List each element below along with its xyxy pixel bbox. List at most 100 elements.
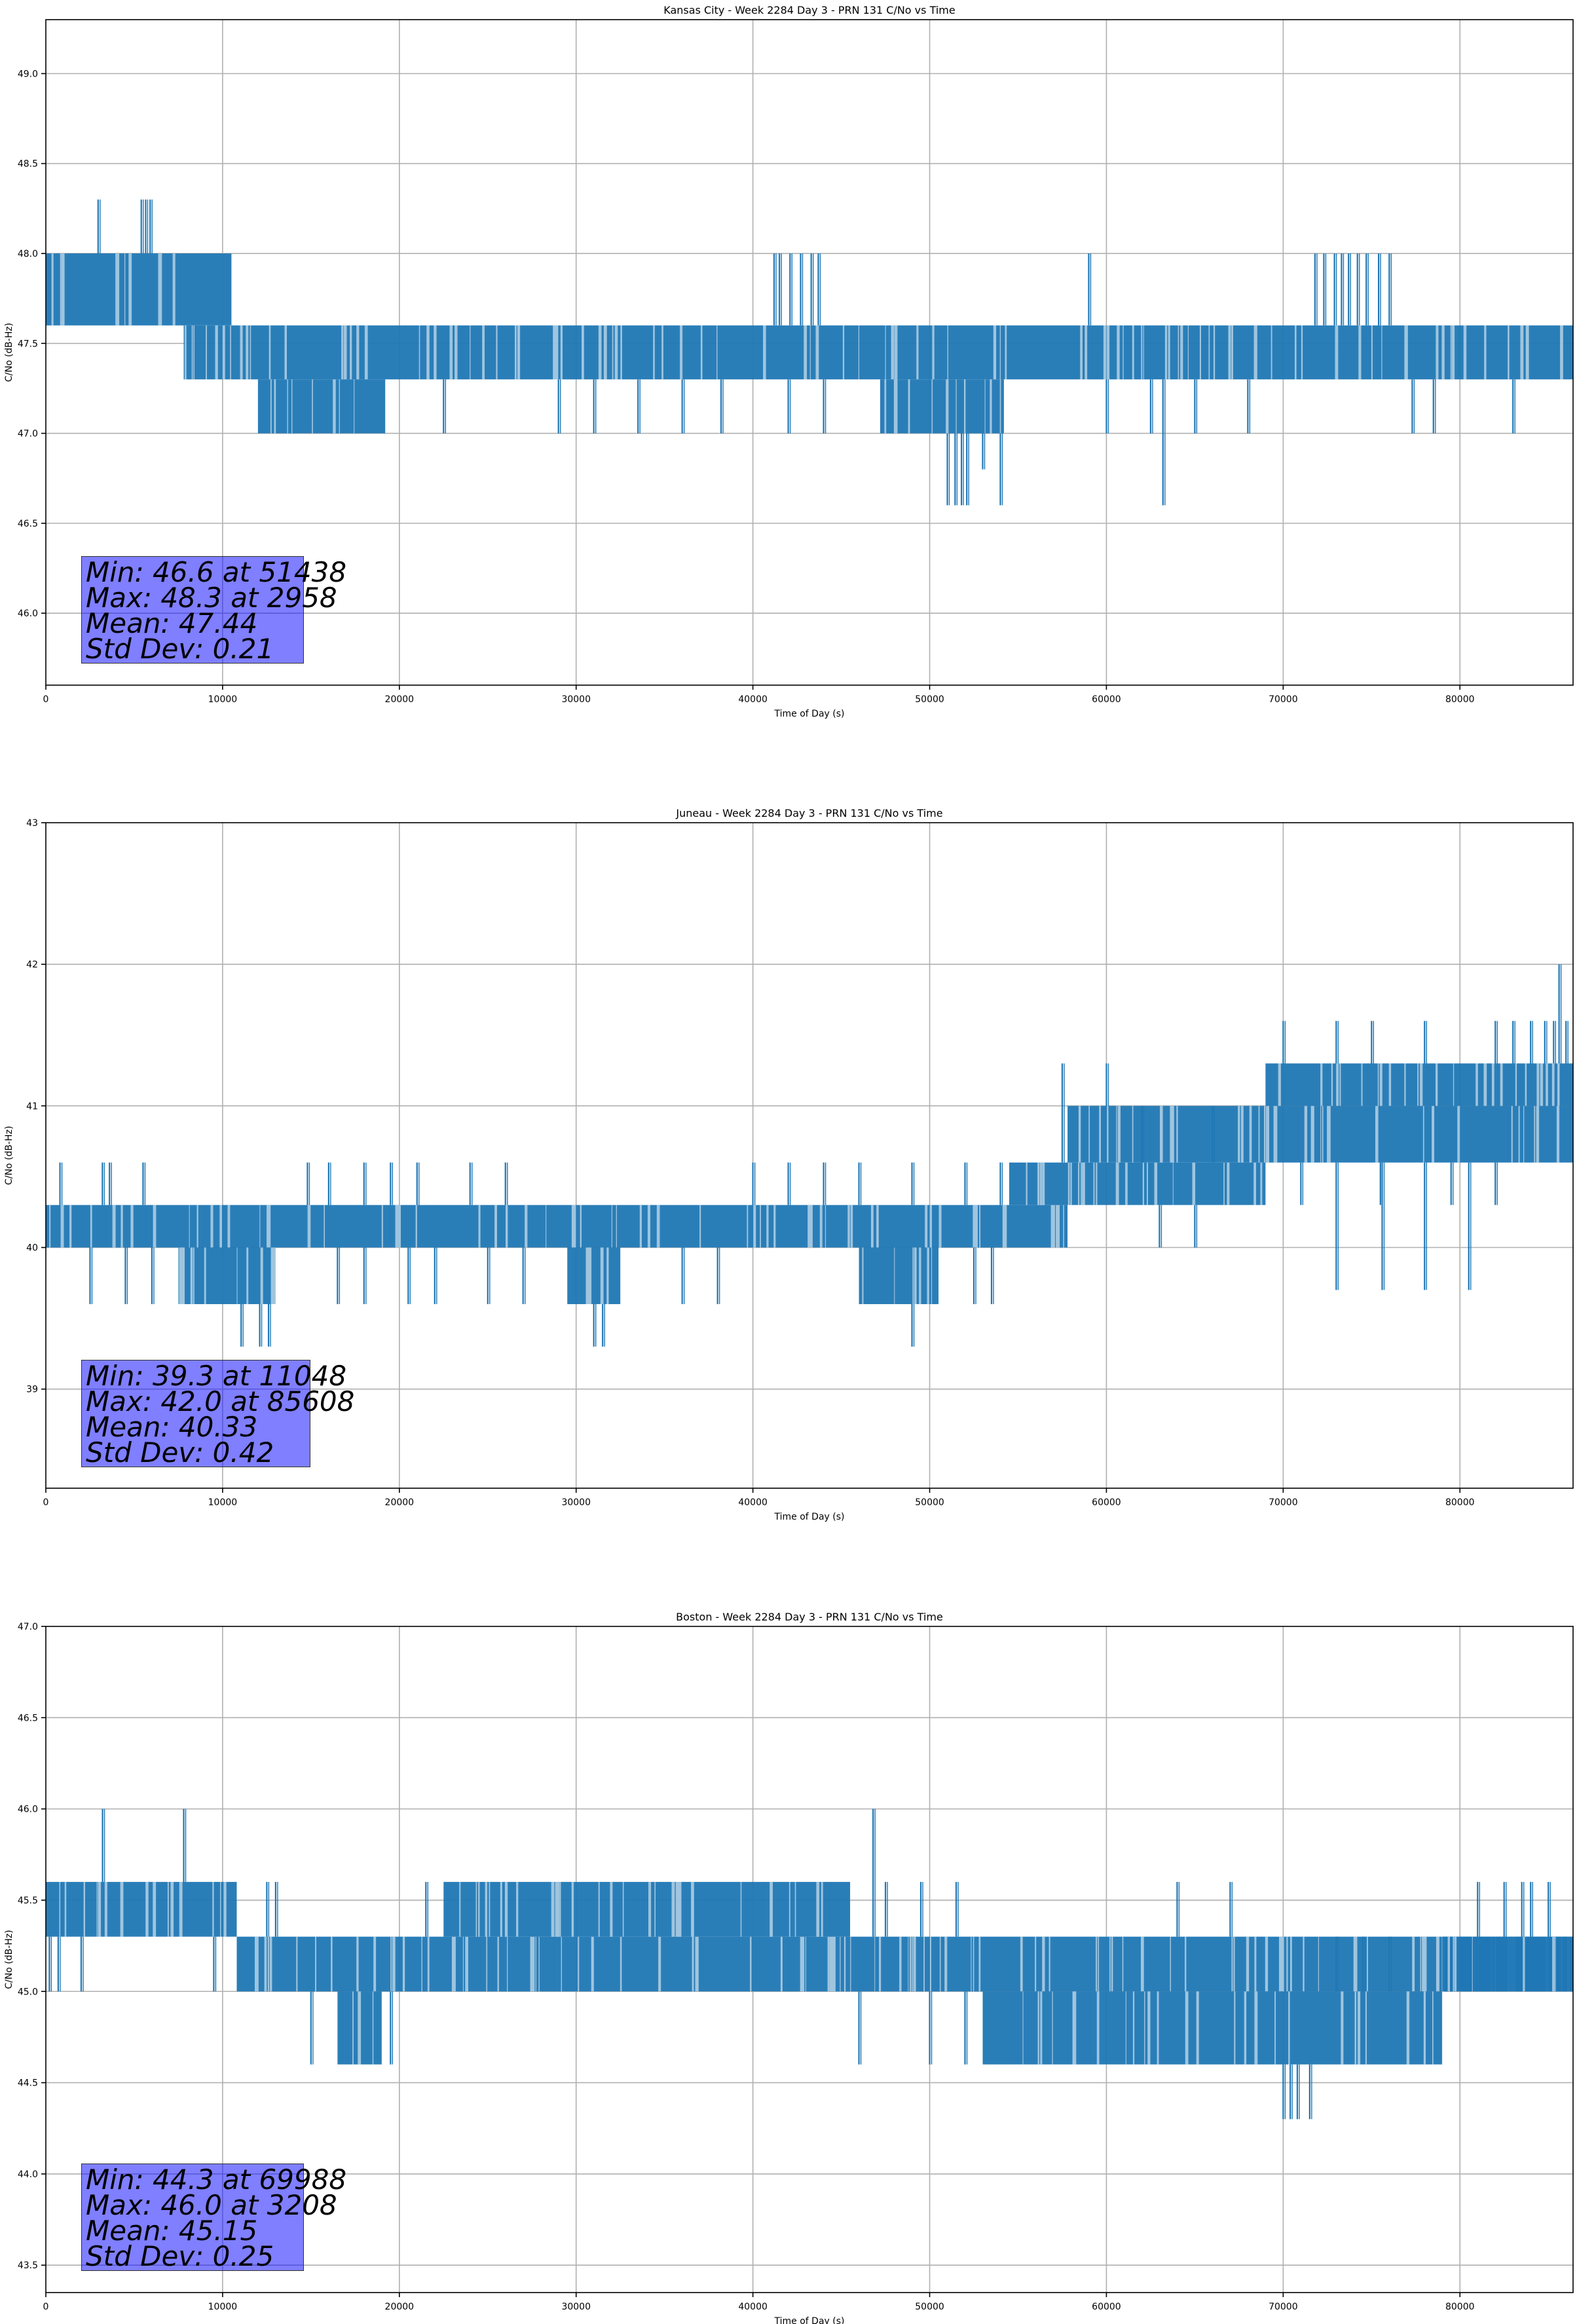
y-tick-label: 47.0 — [18, 429, 38, 440]
y-tick-label: 43.5 — [18, 2260, 38, 2271]
x-tick-label: 40000 — [738, 1497, 768, 1508]
x-tick-label: 60000 — [1092, 694, 1121, 705]
band-gap-texture — [585, 1247, 609, 1304]
band-gap-texture — [49, 1205, 1064, 1248]
stats-std-dev: Std Dev: 0.25 — [86, 2240, 274, 2272]
x-tick-label: 70000 — [1269, 1497, 1298, 1508]
x-tick-label: 10000 — [208, 2302, 238, 2312]
band-gap-texture — [1026, 1162, 1263, 1205]
signal-band — [1009, 1162, 1266, 1205]
stats-max: Max: 48.3 at 2958 — [86, 582, 337, 614]
x-axis-label: Time of Day (s) — [774, 1512, 845, 1522]
axes-frame — [45, 19, 1574, 686]
x-tick-label: 50000 — [915, 2302, 944, 2312]
y-tick-label: 48.0 — [18, 249, 38, 259]
chart-title: Kansas City - Week 2284 Day 3 - PRN 131 … — [663, 4, 955, 16]
x-tick-label: 30000 — [561, 2302, 591, 2312]
x-tick-label: 60000 — [1092, 1497, 1121, 1508]
x-tick-label: 10000 — [208, 1497, 238, 1508]
signal-band — [1067, 1106, 1266, 1163]
signal-band — [257, 379, 386, 434]
y-tick-label: 40 — [26, 1243, 38, 1254]
x-axis-label: Time of Day (s) — [774, 2316, 845, 2324]
x-axis-label: Time of Day (s) — [774, 709, 845, 719]
band-gap-texture — [255, 1936, 1570, 1992]
stats-box-boston: Min: 44.3 at 69988 Max: 46.0 at 3208 Mea… — [81, 2164, 346, 2272]
x-tick-label: 50000 — [915, 1497, 944, 1508]
band-gap-texture — [884, 379, 1001, 434]
chart-title: Boston - Week 2284 Day 3 - PRN 131 C/No … — [676, 1611, 943, 1623]
stats-mean: Mean: 47.44 — [86, 607, 258, 639]
x-tick-label: 0 — [43, 694, 49, 705]
y-tick-label: 46.5 — [18, 1713, 38, 1723]
x-tick-label: 70000 — [1269, 694, 1298, 705]
stats-std-dev: Std Dev: 0.42 — [86, 1436, 274, 1469]
stats-std-dev: Std Dev: 0.21 — [86, 633, 274, 665]
band-gap-texture — [51, 253, 176, 326]
signal-band — [1265, 1063, 1573, 1106]
y-tick-label: 44.0 — [18, 2169, 38, 2180]
band-gap-texture — [1078, 1106, 1267, 1163]
stats-box-kansas-city: Min: 46.6 at 51438 Max: 48.3 at 2958 Mea… — [81, 556, 346, 665]
x-tick-label: 0 — [43, 2302, 49, 2312]
band-gap-texture — [270, 379, 355, 434]
y-tick-label: 46.0 — [18, 1805, 38, 1815]
signal-band — [236, 1936, 1573, 1992]
band-gap-texture — [1022, 1991, 1445, 2065]
x-tick-label: 80000 — [1445, 2302, 1475, 2312]
y-axis-label: C/No (dB-Hz) — [4, 323, 14, 382]
chart-title: Juneau - Week 2284 Day 3 - PRN 131 C/No … — [675, 807, 942, 819]
stats-min: Min: 39.3 at 11048 — [86, 1360, 347, 1392]
x-tick-label: 20000 — [385, 694, 415, 705]
signal-band — [46, 1882, 237, 1937]
stats-box-juneau: Min: 39.3 at 11048 Max: 42.0 at 85608 Me… — [81, 1360, 355, 1469]
axes-frame — [45, 1626, 1574, 2293]
series-c-no — [46, 964, 1573, 1347]
signal-band — [46, 1205, 1068, 1248]
x-tick-label: 60000 — [1092, 2302, 1121, 2312]
y-tick-label: 43 — [26, 818, 38, 829]
y-tick-label: 39 — [26, 1385, 38, 1395]
stats-mean: Mean: 40.33 — [86, 1411, 258, 1443]
y-tick-label: 47.0 — [18, 1622, 38, 1632]
signal-band — [46, 253, 232, 326]
x-tick-label: 70000 — [1269, 2302, 1298, 2312]
signal-band — [982, 1991, 1443, 2065]
y-tick-label: 46.0 — [18, 609, 38, 619]
y-tick-label: 48.5 — [18, 159, 38, 170]
y-tick-label: 41 — [26, 1101, 38, 1112]
x-tick-label: 10000 — [208, 694, 238, 705]
x-tick-label: 0 — [43, 1497, 49, 1508]
axes-frame — [45, 822, 1574, 1489]
stats-max: Max: 46.0 at 3208 — [86, 2189, 337, 2221]
signal-band — [567, 1247, 621, 1304]
y-tick-label: 44.5 — [18, 2078, 38, 2089]
x-tick-label: 40000 — [738, 2302, 768, 2312]
y-axis-label: C/No (dB-Hz) — [4, 1126, 14, 1185]
y-tick-label: 45.5 — [18, 1896, 38, 1906]
x-tick-label: 80000 — [1445, 694, 1475, 705]
y-tick-label: 42 — [26, 960, 38, 970]
x-tick-label: 40000 — [738, 694, 768, 705]
series-c-no — [46, 1809, 1573, 2120]
signal-band — [880, 379, 1004, 434]
chart-panel-juneau: 0 10000 20000 30000 40000 50000 60000 70000 8000… — [4, 807, 1574, 1522]
signal-band — [443, 1882, 851, 1937]
y-tick-label: 46.5 — [18, 519, 38, 529]
series-c-no — [46, 199, 1573, 506]
y-tick-label: 49.0 — [18, 69, 38, 79]
signal-band — [1442, 1936, 1573, 1992]
x-tick-label: 30000 — [561, 694, 591, 705]
signal-band — [1265, 1106, 1573, 1163]
x-tick-label: 20000 — [385, 2302, 415, 2312]
signal-band — [178, 1247, 276, 1304]
stats-mean: Mean: 45.15 — [86, 2215, 258, 2247]
y-axis-label: C/No (dB-Hz) — [4, 1930, 14, 1989]
y-tick-label: 45.0 — [18, 1987, 38, 1997]
stats-max: Max: 42.0 at 85608 — [86, 1385, 355, 1417]
signal-band — [183, 325, 1573, 380]
signal-band — [859, 1247, 939, 1304]
band-gap-texture — [862, 1247, 933, 1304]
x-tick-label: 50000 — [915, 694, 944, 705]
